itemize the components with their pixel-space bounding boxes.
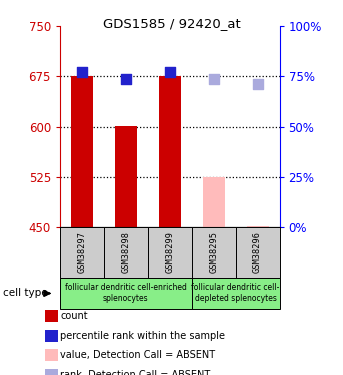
Point	[123, 76, 129, 82]
Point	[255, 81, 260, 87]
Text: GSM38297: GSM38297	[78, 231, 86, 273]
Text: percentile rank within the sample: percentile rank within the sample	[60, 331, 225, 340]
Text: GSM38296: GSM38296	[253, 231, 262, 273]
Point	[79, 69, 85, 75]
Bar	[247, 225, 269, 227]
Text: count: count	[60, 311, 88, 321]
Bar	[159, 76, 181, 227]
Text: value, Detection Call = ABSENT: value, Detection Call = ABSENT	[60, 350, 215, 360]
Point	[211, 76, 216, 82]
Point	[167, 69, 173, 75]
Text: GSM38295: GSM38295	[209, 231, 218, 273]
Bar	[115, 126, 137, 227]
Text: GSM38298: GSM38298	[121, 231, 130, 273]
Text: GDS1585 / 92420_at: GDS1585 / 92420_at	[103, 17, 240, 30]
Bar	[71, 76, 93, 227]
Text: rank, Detection Call = ABSENT: rank, Detection Call = ABSENT	[60, 370, 210, 375]
Text: follicular dendritic cell-enriched
splenocytes: follicular dendritic cell-enriched splen…	[65, 284, 187, 303]
Text: GSM38299: GSM38299	[165, 231, 174, 273]
Text: follicular dendritic cell-
depleted splenocytes: follicular dendritic cell- depleted sple…	[191, 284, 280, 303]
Bar	[203, 177, 225, 227]
Text: cell type: cell type	[3, 288, 48, 298]
